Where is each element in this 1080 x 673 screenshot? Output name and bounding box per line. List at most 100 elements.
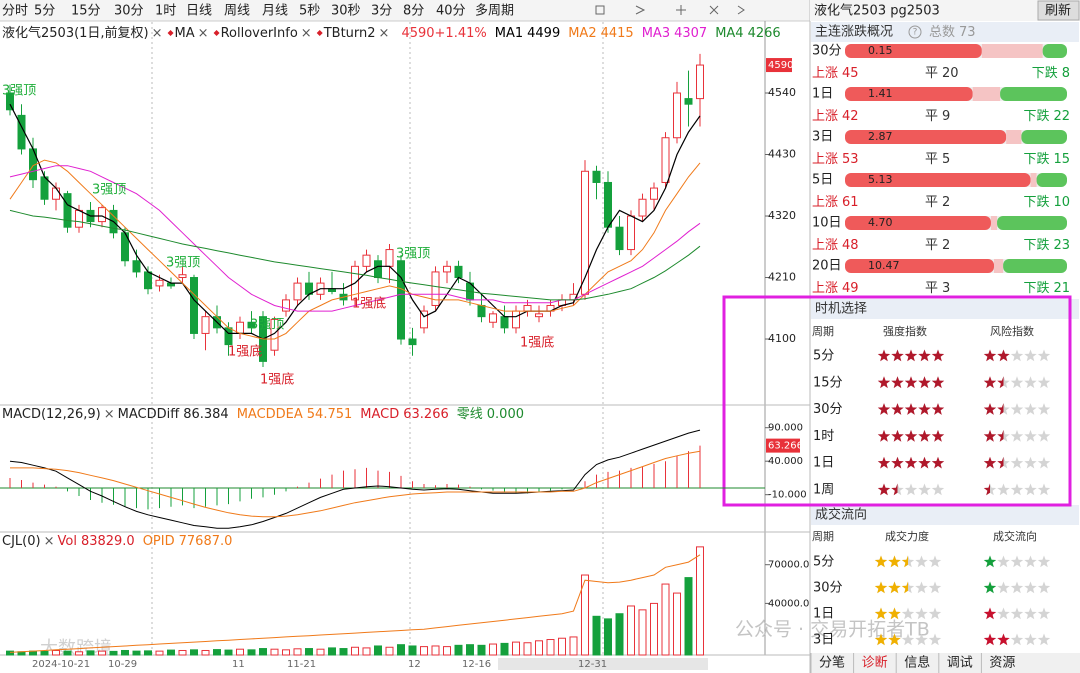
up-count: 上涨 61 bbox=[812, 195, 859, 210]
volume-bar bbox=[282, 649, 290, 656]
volume-bar bbox=[696, 546, 704, 656]
star-fill bbox=[983, 456, 997, 469]
volume-bar bbox=[155, 650, 164, 656]
help-icon[interactable] bbox=[908, 25, 922, 39]
up-value: 53 bbox=[842, 152, 859, 167]
icon[interactable] bbox=[635, 5, 646, 15]
star-fill bbox=[983, 607, 997, 620]
vol-value: 83829.0 bbox=[81, 534, 135, 549]
volume-bar bbox=[558, 637, 566, 656]
star-fill bbox=[877, 376, 891, 389]
toolbar-item[interactable]: 8分 bbox=[403, 4, 424, 19]
help-symbol[interactable]: ? bbox=[913, 28, 918, 38]
candle-body bbox=[650, 187, 658, 200]
y-tick-label: 4210 bbox=[768, 271, 796, 284]
candle-body bbox=[75, 209, 83, 228]
date-label: 11 bbox=[232, 659, 245, 670]
toolbar-item[interactable]: 1时 bbox=[155, 4, 176, 19]
toolbar-item[interactable]: 月线 bbox=[262, 4, 288, 19]
tab[interactable]: 信息 bbox=[904, 655, 930, 671]
icon[interactable] bbox=[709, 5, 719, 15]
volume-bar bbox=[569, 636, 578, 656]
period-label: 30分 bbox=[813, 581, 843, 596]
toolbar-item[interactable]: 周线 bbox=[224, 4, 250, 19]
candle-body bbox=[684, 98, 693, 105]
toolbar-item[interactable]: 5分 bbox=[34, 4, 55, 19]
flat-segment bbox=[990, 216, 998, 230]
candle-body bbox=[535, 313, 543, 318]
tab[interactable]: 诊断 bbox=[862, 656, 888, 671]
candle-body bbox=[374, 260, 382, 279]
star-empty bbox=[931, 483, 945, 496]
date-label: 10-29 bbox=[108, 659, 137, 670]
toolbar-icons[interactable] bbox=[595, 5, 745, 15]
tab[interactable]: 资源 bbox=[989, 656, 1015, 671]
price-change: +1.41% bbox=[435, 26, 487, 41]
toolbar-item[interactable]: 40分 bbox=[436, 4, 466, 19]
toolbar-item[interactable]: 日线 bbox=[186, 4, 212, 19]
toolbar-item[interactable]: 多周期 bbox=[475, 3, 514, 19]
star-fill bbox=[877, 456, 891, 469]
period-label: 3日 bbox=[813, 633, 834, 648]
toolbar-item[interactable]: 5秒 bbox=[299, 4, 320, 19]
volume-bar bbox=[466, 644, 474, 656]
flat-count: 平 20 bbox=[925, 66, 959, 81]
ma-name: MA4 bbox=[715, 26, 743, 41]
star-empty bbox=[918, 483, 931, 496]
flat-label: 平 bbox=[925, 195, 938, 210]
candle-body bbox=[627, 215, 635, 251]
flat-label: 平 bbox=[925, 109, 938, 124]
star-rating bbox=[983, 429, 1051, 442]
candle-body bbox=[673, 92, 681, 139]
toolbar-item[interactable]: 30分 bbox=[114, 4, 144, 19]
star-empty bbox=[997, 555, 1010, 568]
icon[interactable] bbox=[595, 5, 605, 15]
date-label: 12-16 bbox=[462, 659, 491, 670]
star-rating bbox=[983, 349, 1051, 362]
up-label: 上涨 bbox=[812, 195, 838, 210]
flat-segment bbox=[1030, 173, 1037, 187]
chart-header: 液化气2503(1日,前复权) × MA × RolloverInfo × TBturn2 ×… bbox=[2, 25, 781, 41]
tab-bar bbox=[811, 653, 1080, 673]
down-value: 10 bbox=[1053, 195, 1070, 210]
star-empty bbox=[1024, 633, 1037, 646]
star-empty bbox=[997, 607, 1010, 620]
candle-body bbox=[638, 198, 647, 217]
scrollbar[interactable] bbox=[498, 658, 708, 670]
star-empty bbox=[1024, 456, 1037, 469]
flat-segment bbox=[972, 87, 1001, 101]
icon[interactable] bbox=[737, 5, 745, 15]
tab[interactable]: 调试 bbox=[947, 656, 973, 671]
star-fill bbox=[997, 403, 1004, 415]
up-count: 上涨 42 bbox=[812, 109, 859, 124]
tab[interactable]: 分笔 bbox=[819, 655, 845, 671]
volume-bar bbox=[316, 648, 325, 656]
candle-body bbox=[477, 304, 486, 318]
zero-value: 0.000 bbox=[487, 407, 524, 422]
toolbar-item[interactable]: 分时 bbox=[2, 4, 28, 19]
star-fill bbox=[918, 349, 931, 362]
toolbar-item[interactable]: 3分 bbox=[371, 4, 392, 19]
date-label: 12 bbox=[408, 659, 421, 670]
icon[interactable] bbox=[676, 5, 686, 15]
refresh-button[interactable] bbox=[1037, 0, 1080, 21]
volume-bar bbox=[443, 646, 451, 656]
close-symbol: × bbox=[44, 534, 55, 549]
volume-bar bbox=[132, 650, 141, 656]
toolbar-item[interactable]: 30秒 bbox=[331, 4, 361, 19]
y-tick-label: 4100 bbox=[768, 332, 796, 345]
star-fill bbox=[983, 483, 990, 496]
refresh-label[interactable]: 刷新 bbox=[1045, 3, 1071, 19]
star-empty bbox=[928, 633, 942, 646]
section-header bbox=[811, 22, 1079, 42]
opid-name: OPID bbox=[143, 534, 175, 549]
ratio-bar bbox=[845, 44, 1067, 58]
star-empty bbox=[928, 581, 942, 594]
down-segment bbox=[997, 216, 1067, 230]
y-tick-label: 4540 bbox=[768, 86, 796, 99]
star-fill bbox=[931, 403, 945, 415]
toolbar-item[interactable]: 15分 bbox=[71, 4, 101, 19]
